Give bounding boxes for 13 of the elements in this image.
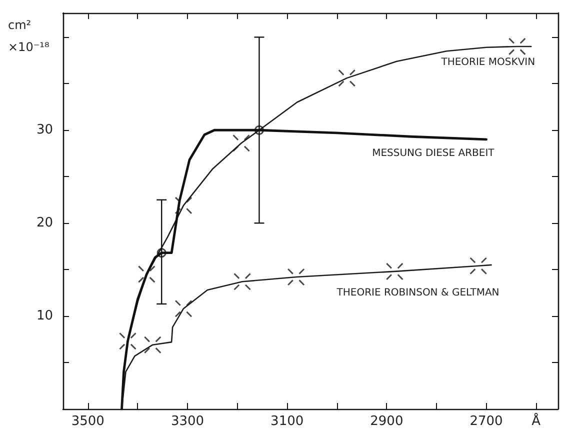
- series-label: THEORIE MOSKVIN: [440, 56, 536, 68]
- x-tick-label: 2700: [470, 414, 503, 429]
- x-tick-label: 3500: [71, 414, 104, 429]
- y-tick-label: 30: [36, 122, 53, 138]
- series-label: THEORIE ROBINSON & GELTMAN: [336, 287, 500, 298]
- y-tick-label: 10: [36, 308, 53, 324]
- x-tick-label: 3300: [170, 414, 204, 429]
- x-tick-label: Å: [532, 412, 541, 429]
- y-tick-label: 20: [36, 216, 53, 231]
- x-tick-label: 3100: [270, 414, 304, 429]
- series-label: MESSUNG DIESE ARBEIT: [372, 148, 496, 159]
- y-axis-title: cm² ×10⁻¹⁸: [8, 18, 50, 54]
- x-tick-label: 2900: [370, 414, 404, 429]
